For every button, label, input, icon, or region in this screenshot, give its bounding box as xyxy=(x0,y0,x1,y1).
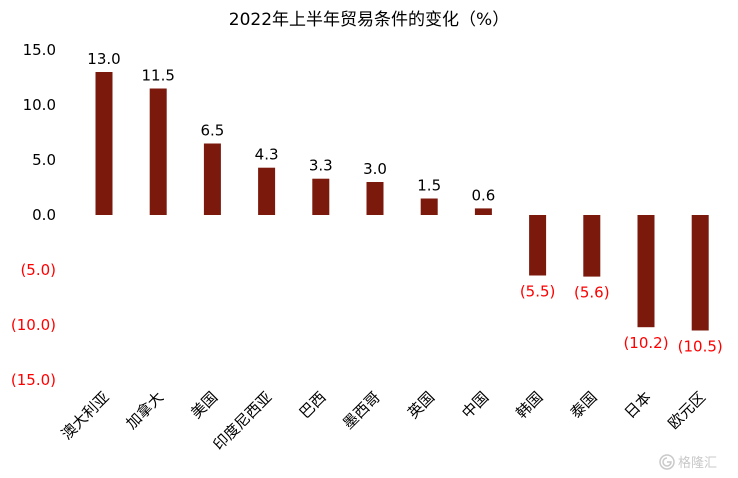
category-label: 印度尼西亚 xyxy=(210,388,276,454)
y-tick-label: 5.0 xyxy=(32,151,56,169)
data-label: 3.3 xyxy=(309,157,333,175)
data-label: 3.0 xyxy=(363,160,387,178)
category-label: 加拿大 xyxy=(122,388,167,433)
bar xyxy=(474,208,492,215)
data-label: 11.5 xyxy=(141,67,174,85)
bars xyxy=(95,72,709,331)
data-label: 0.6 xyxy=(471,186,495,204)
category-label: 欧元区 xyxy=(664,388,709,433)
watermark-text: 格隆汇 xyxy=(678,455,717,471)
data-label: 6.5 xyxy=(200,122,224,140)
y-tick-label: (5.0) xyxy=(20,261,56,279)
category-label: 澳大利亚 xyxy=(58,388,113,443)
category-label: 中国 xyxy=(458,388,492,422)
bar xyxy=(95,72,113,215)
y-tick-label: 15.0 xyxy=(23,41,56,59)
bar xyxy=(691,215,709,331)
y-tick-label: 0.0 xyxy=(32,206,56,224)
watermark: 格隆汇 xyxy=(659,454,717,471)
data-label: 13.0 xyxy=(87,50,120,68)
data-labels: 13.0 11.5 6.5 4.3 3.3 3.0 1.5 0.6 (5.5) (5.6) (10.… xyxy=(87,50,722,356)
category-label: 英国 xyxy=(404,388,438,422)
category-label: 韩国 xyxy=(512,388,546,422)
y-tick-label: 10.0 xyxy=(23,96,56,114)
data-label: (5.6) xyxy=(574,284,610,302)
bar xyxy=(583,215,601,277)
bar xyxy=(366,182,384,215)
category-label: 墨西哥 xyxy=(339,388,384,433)
category-label: 美国 xyxy=(187,388,221,422)
data-label: 1.5 xyxy=(417,177,441,195)
bar xyxy=(312,178,330,215)
gelonghui-logo-icon xyxy=(659,454,675,470)
category-label: 日本 xyxy=(621,388,655,422)
data-label: (10.5) xyxy=(678,338,723,356)
bar xyxy=(420,198,438,215)
bar xyxy=(149,88,167,215)
bar xyxy=(203,143,221,215)
bar xyxy=(258,167,276,215)
category-label: 泰国 xyxy=(567,388,601,422)
y-axis: 15.0 10.0 5.0 0.0 (5.0) (10.0) (15.0) xyxy=(11,41,56,389)
data-label: (10.2) xyxy=(623,334,668,352)
y-tick-label: (10.0) xyxy=(11,316,56,334)
category-label: 巴西 xyxy=(296,388,330,422)
data-label: 4.3 xyxy=(255,146,279,164)
bar xyxy=(529,215,547,276)
y-tick-label: (15.0) xyxy=(11,371,56,389)
data-label: (5.5) xyxy=(520,283,556,301)
chart-title: 2022年上半年贸易条件的变化（%） xyxy=(229,10,509,30)
bar xyxy=(637,215,655,328)
